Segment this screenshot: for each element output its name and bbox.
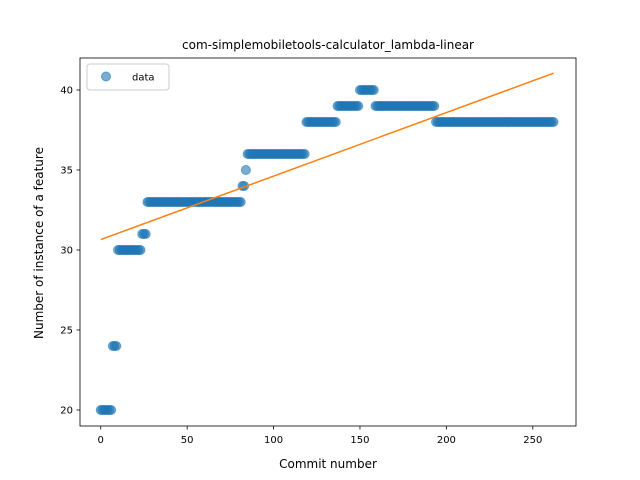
data-point xyxy=(330,117,341,127)
axes: 0 50 100 150 200 250 20 25 30 35 40 xyxy=(60,57,577,446)
y-tick-label: 40 xyxy=(60,86,73,97)
data-point xyxy=(548,117,559,127)
legend: data xyxy=(86,63,170,91)
x-tick-label: 200 xyxy=(437,435,456,446)
y-tick-label: 30 xyxy=(60,246,73,257)
data-point xyxy=(353,101,364,111)
y-tick-label: 25 xyxy=(60,326,73,337)
axes-frame xyxy=(79,57,577,427)
x-tick-label: 50 xyxy=(181,435,194,446)
data-point xyxy=(235,197,246,207)
data-point xyxy=(240,165,251,175)
legend-box xyxy=(86,63,170,91)
y-tick-label: 20 xyxy=(60,406,73,417)
data-point xyxy=(106,405,117,415)
x-tick-label: 150 xyxy=(350,435,369,446)
chart-title: com-simplemobiletools-calculator_lambda-… xyxy=(182,38,474,52)
x-tick-label: 250 xyxy=(523,435,542,446)
y-tick-label: 35 xyxy=(60,166,73,177)
data-point xyxy=(135,245,146,255)
y-axis-label: Number of instance of a feature xyxy=(32,147,46,339)
data-point xyxy=(368,85,379,95)
x-tick-label: 100 xyxy=(264,435,283,446)
plot-area xyxy=(95,72,559,415)
legend-marker xyxy=(101,71,111,82)
data-point xyxy=(111,341,122,351)
data-point xyxy=(299,149,310,159)
x-axis-label: Commit number xyxy=(279,457,377,471)
x-tick-label: 0 xyxy=(98,435,104,446)
data-point xyxy=(140,229,151,239)
data-point xyxy=(429,101,440,111)
fit-line xyxy=(100,72,554,241)
legend-label-data: data xyxy=(132,73,155,84)
